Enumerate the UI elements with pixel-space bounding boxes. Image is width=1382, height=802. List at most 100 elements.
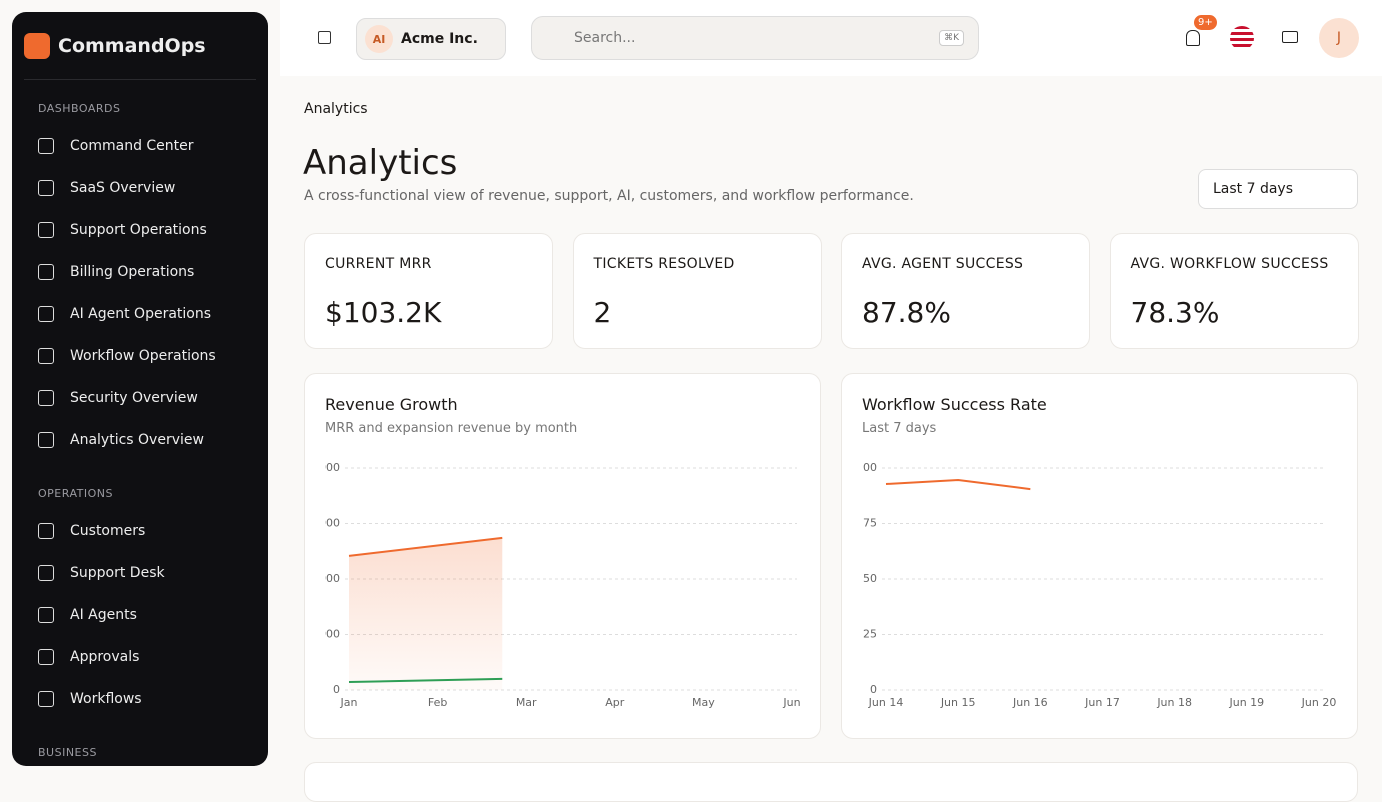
- nav-item[interactable]: Support Desk: [12, 552, 268, 594]
- nav-item[interactable]: Approvals: [12, 636, 268, 678]
- nav-label: Customers: [70, 523, 146, 539]
- x-tick-label: Apr: [605, 696, 625, 709]
- nav-icon: [38, 138, 54, 154]
- section-title: BUSINESS: [38, 746, 97, 759]
- x-tick-label: Jun 19: [1228, 696, 1264, 709]
- nav-label: Security Overview: [70, 390, 198, 406]
- kpi-card: AVG. AGENT SUCCESS 87.8%: [841, 233, 1090, 349]
- logo: [24, 32, 50, 59]
- nav-item[interactable]: Analytics Overview: [12, 419, 268, 461]
- nav-item[interactable]: Support Operations: [12, 209, 268, 251]
- brand-name: CommandOps: [58, 34, 206, 57]
- page-title: Analytics: [303, 143, 458, 183]
- nav-item[interactable]: Workflow Operations: [12, 335, 268, 377]
- brand: CommandOps: [24, 12, 256, 80]
- kpi-label: CURRENT MRR: [325, 256, 432, 272]
- y-tick-label: 75000: [305, 517, 340, 530]
- nav-label: Workflows: [70, 691, 142, 707]
- kpi-card: TICKETS RESOLVED 2: [572, 233, 822, 349]
- chart-title: Revenue Growth: [325, 395, 458, 414]
- nav-label: Approvals: [70, 649, 140, 665]
- nav-item[interactable]: AI Agents: [12, 594, 268, 636]
- org-name: Acme Inc.: [401, 31, 478, 47]
- nav-icon: [38, 607, 54, 623]
- y-tick-label: 0: [333, 683, 340, 696]
- x-tick-label: Jun 17: [1084, 696, 1120, 709]
- x-tick-label: Jan: [340, 696, 358, 709]
- kpi-value: 87.8%: [862, 296, 951, 329]
- shortcut: ⌘K: [939, 30, 964, 46]
- page: CommandOps DASHBOARDS Command Center SaaS …: [12, 0, 1382, 802]
- search[interactable]: Search... ⌘K: [531, 16, 979, 60]
- nav-item[interactable]: Command Center: [12, 125, 268, 167]
- breadcrumb: Analytics: [304, 101, 368, 117]
- sidebar: CommandOps DASHBOARDS Command Center SaaS …: [12, 12, 268, 766]
- card: [304, 762, 1358, 802]
- x-tick-label: Jun 20: [1301, 696, 1337, 709]
- topbar: AI Acme Inc. Search... ⌘K 9+ J: [280, 0, 1382, 76]
- nav-icon: [38, 264, 54, 280]
- kpi-label: AVG. WORKFLOW SUCCESS: [1130, 256, 1329, 272]
- chart-subtitle: MRR and expansion revenue by month: [325, 421, 578, 436]
- nav-icon: [38, 649, 54, 665]
- range-select[interactable]: Last 7 days: [1198, 169, 1358, 209]
- kpi-card: CURRENT MRR $103.2K: [304, 233, 553, 349]
- nav-item[interactable]: Workflows: [12, 678, 268, 720]
- section-title: DASHBOARDS: [38, 102, 121, 115]
- y-tick-label: 0: [870, 683, 877, 696]
- notifications[interactable]: [1186, 30, 1200, 46]
- org-initials: AI: [365, 25, 393, 53]
- chart: 0 25 50 75 100 Jun 14 Jun 15 Jun 16 Jun 17 Jun 18…: [856, 461, 1337, 709]
- chart-card: Workflow Success Rate Last 7 days 0 25 50 75 1…: [841, 373, 1358, 739]
- line: [348, 536, 503, 557]
- chart-card: Revenue Growth MRR and expansion revenue …: [304, 373, 821, 739]
- y-tick-label: 100: [856, 461, 877, 474]
- x-tick-label: Jun 14: [868, 696, 904, 709]
- kpi-label: TICKETS RESOLVED: [593, 256, 735, 272]
- y-tick-label: 75: [863, 517, 877, 530]
- chart: 0 25000 50000 75000 100000 Jan Feb Mar Apr May Jun: [305, 461, 801, 709]
- x-tick-label: Jun 15: [940, 696, 976, 709]
- nav-item[interactable]: AI Agent Operations: [12, 293, 268, 335]
- nav-item[interactable]: SaaS Overview: [12, 167, 268, 209]
- sidebar-toggle[interactable]: [318, 31, 331, 44]
- nav-icon: [38, 180, 54, 196]
- nav-icon: [38, 306, 54, 322]
- nav-item[interactable]: Billing Operations: [12, 251, 268, 293]
- section-title: OPERATIONS: [38, 487, 113, 500]
- nav-label: AI Agents: [70, 607, 137, 623]
- kpi-value: 78.3%: [1130, 296, 1220, 329]
- nav-label: AI Agent Operations: [70, 306, 212, 322]
- x-tick-label: Jun: [782, 696, 800, 709]
- nav-label: Workflow Operations: [70, 348, 216, 364]
- kpi-label: AVG. AGENT SUCCESS: [862, 256, 1024, 272]
- x-tick-label: Mar: [516, 696, 537, 709]
- nav-label: SaaS Overview: [70, 180, 176, 196]
- nav-icon: [38, 565, 54, 581]
- search-placeholder: Search...: [574, 30, 636, 46]
- chart-subtitle: Last 7 days: [862, 421, 937, 436]
- page-subtitle: A cross-functional view of revenue, supp…: [304, 188, 914, 204]
- kpi-value: $103.2K: [325, 296, 442, 329]
- nav-item[interactable]: Customers: [12, 510, 268, 552]
- x-tick-label: May: [692, 696, 715, 709]
- x-tick-label: Jun 16: [1012, 696, 1048, 709]
- display-toggle[interactable]: [1282, 31, 1298, 43]
- org-switcher[interactable]: AI Acme Inc.: [356, 18, 506, 60]
- x-tick-label: Jun 18: [1156, 696, 1192, 709]
- nav-item[interactable]: Security Overview: [12, 377, 268, 419]
- y-tick-label: 50: [863, 572, 877, 585]
- avatar[interactable]: J: [1319, 18, 1359, 58]
- notification-badge: 9+: [1194, 15, 1217, 30]
- nav-label: Support Desk: [70, 565, 165, 581]
- x-tick-label: Feb: [428, 696, 447, 709]
- kpi-value: 2: [593, 296, 612, 329]
- nav-label: Billing Operations: [70, 264, 195, 280]
- chart-title: Workflow Success Rate: [862, 395, 1047, 414]
- nav-label: Support Operations: [70, 222, 207, 238]
- area: [349, 537, 503, 690]
- language-flag[interactable]: [1230, 26, 1254, 50]
- nav: DASHBOARDS Command Center SaaS Overview Sup…: [12, 102, 268, 759]
- range-label: Last 7 days: [1213, 181, 1294, 197]
- nav-icon: [38, 691, 54, 707]
